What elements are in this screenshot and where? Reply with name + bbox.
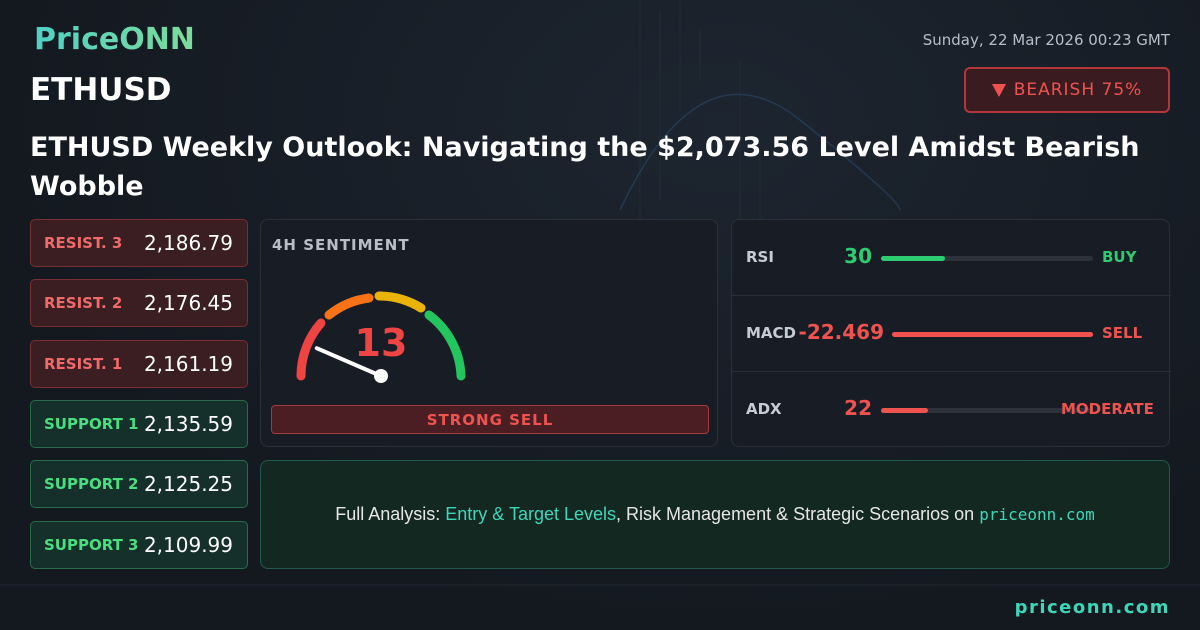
indicator-track xyxy=(881,256,1093,261)
indicator-name: ADX xyxy=(746,400,782,418)
bias-text: BEARISH 75% xyxy=(1013,80,1143,100)
level-label: RESIST. 2 xyxy=(44,294,123,312)
level-value: 2,135.59 xyxy=(143,412,233,436)
level-box: SUPPORT 3 2,109.99 xyxy=(30,521,248,569)
down-arrow xyxy=(991,84,1006,97)
level-box: RESIST. 3 2,186.79 xyxy=(30,219,248,267)
level-box: SUPPORT 1 2,135.59 xyxy=(30,400,248,448)
level-box: RESIST. 1 2,161.19 xyxy=(30,340,248,388)
cta: Full Analysis: Entry & Target Levels, Ri… xyxy=(260,460,1170,569)
indicator-signal: SELL xyxy=(1102,324,1143,342)
indicator-value: 30 xyxy=(844,244,872,268)
level-label: SUPPORT 2 xyxy=(44,475,139,493)
headline: ETHUSD Weekly Outlook: Navigating the $2… xyxy=(30,132,1140,202)
indicator-row: ADX 22 MODERATE xyxy=(732,372,1171,448)
indicator-value: -22.469 xyxy=(798,320,884,344)
level-label: RESIST. 3 xyxy=(44,234,123,252)
level-value: 2,161.19 xyxy=(143,352,233,376)
indicator-row: RSI 30 BUY xyxy=(732,220,1171,296)
level-label: RESIST. 1 xyxy=(44,355,123,373)
level-value: 2,109.99 xyxy=(143,533,233,557)
level-value: 2,176.45 xyxy=(143,291,233,315)
brand-logo: PriceONN xyxy=(34,22,195,57)
level-box: RESIST. 2 2,176.45 xyxy=(30,279,248,327)
indicator-value: 22 xyxy=(844,396,872,420)
indicator-bar xyxy=(892,332,1093,337)
level-value: 2,186.79 xyxy=(143,231,233,255)
indicator-row: MACD -22.469 SELL xyxy=(732,296,1171,372)
symbol: ETHUSD xyxy=(30,72,172,108)
indicator-name: RSI xyxy=(746,248,774,266)
indicator-track xyxy=(892,332,1093,337)
indicator-name: MACD xyxy=(746,324,796,342)
level-value: 2,125.25 xyxy=(143,472,233,496)
indicator-signal: BUY xyxy=(1102,248,1137,266)
cta-link[interactable]: priceonn.com xyxy=(979,505,1095,524)
level-label: SUPPORT 3 xyxy=(44,536,139,554)
sentiment-panel: 4H SENTIMENT 13 STRONG SELL xyxy=(260,219,718,447)
gauge-value: 13 xyxy=(355,321,408,365)
gauge-needle xyxy=(314,346,383,378)
indicator-signal: MODERATE xyxy=(1061,400,1154,418)
cta-highlight: Entry & Target Levels xyxy=(445,504,617,524)
bias-badge: BEARISH 75% xyxy=(964,67,1170,113)
cta-text: Full Analysis: xyxy=(335,504,446,524)
sentiment-title: 4H SENTIMENT xyxy=(272,236,410,254)
indicators-panel: RSI 30 BUY MACD -22.469 SELL ADX 22 MODERATE xyxy=(731,219,1171,448)
level-box: SUPPORT 2 2,125.25 xyxy=(30,460,248,508)
gauge: 13 xyxy=(296,291,466,383)
cta-text: , Risk Management & Strategic Scenarios … xyxy=(616,504,980,524)
indicator-bar xyxy=(881,256,945,261)
level-label: SUPPORT 1 xyxy=(44,415,139,433)
sentiment-signal: STRONG SELL xyxy=(271,405,709,434)
footer-link[interactable]: priceonn.com xyxy=(1014,597,1170,618)
date: Sunday, 22 Mar 2026 00:23 GMT xyxy=(922,31,1170,49)
indicator-bar xyxy=(881,408,928,413)
needle-hub xyxy=(374,369,388,383)
indicator-track xyxy=(881,408,1093,413)
